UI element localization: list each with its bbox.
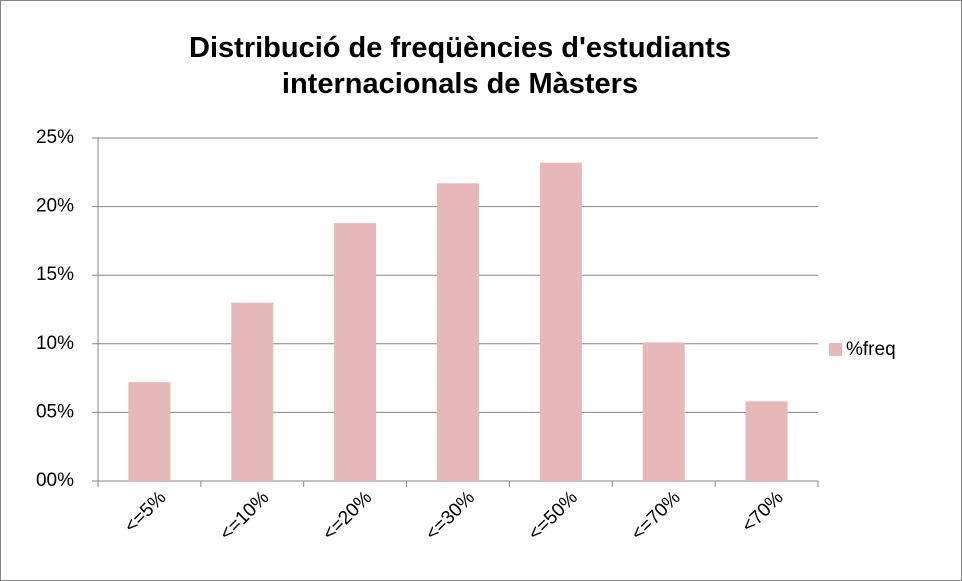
y-tick-label: 00% bbox=[36, 470, 74, 491]
bar bbox=[642, 342, 685, 481]
y-tick-label: 05% bbox=[36, 401, 74, 422]
y-tick-label: 25% bbox=[36, 127, 74, 148]
legend-swatch bbox=[829, 343, 842, 356]
bar bbox=[128, 382, 171, 481]
bar bbox=[745, 401, 788, 481]
chart-title: Distribució de freqüències d'estudiants … bbox=[189, 32, 731, 100]
y-tick-label: 20% bbox=[36, 196, 74, 217]
y-tick-label: 15% bbox=[36, 264, 74, 285]
bar bbox=[334, 223, 377, 481]
bar bbox=[539, 162, 582, 482]
y-tick-label: 10% bbox=[36, 333, 74, 354]
bar bbox=[437, 183, 479, 481]
legend-label: %freq bbox=[846, 339, 896, 360]
bar bbox=[231, 302, 274, 481]
